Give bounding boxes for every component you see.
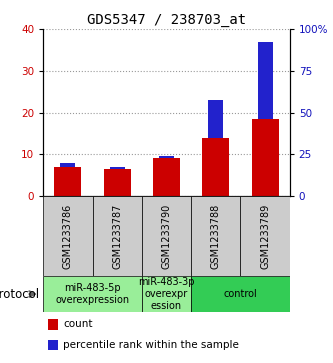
Bar bbox=[240, 196, 290, 276]
Text: control: control bbox=[223, 289, 257, 299]
Bar bbox=[104, 169, 131, 196]
Bar bbox=[93, 196, 142, 276]
Text: GSM1233787: GSM1233787 bbox=[112, 203, 122, 269]
Bar bbox=[48, 340, 58, 350]
Text: count: count bbox=[63, 319, 93, 329]
Bar bbox=[142, 196, 191, 276]
Bar bbox=[142, 276, 191, 312]
Text: GSM1233790: GSM1233790 bbox=[162, 203, 171, 269]
Text: miR-483-5p
overexpression: miR-483-5p overexpression bbox=[56, 283, 130, 305]
Text: GDS5347 / 238703_at: GDS5347 / 238703_at bbox=[87, 13, 246, 27]
Bar bbox=[191, 196, 240, 276]
Text: miR-483-3p
overexpr
ession: miR-483-3p overexpr ession bbox=[138, 277, 195, 311]
Bar bbox=[43, 196, 93, 276]
Bar bbox=[202, 138, 229, 196]
Bar bbox=[251, 119, 279, 196]
Bar bbox=[258, 41, 272, 119]
Bar bbox=[153, 158, 180, 196]
Text: GSM1233786: GSM1233786 bbox=[63, 203, 73, 269]
Bar bbox=[54, 167, 82, 196]
Bar bbox=[43, 276, 142, 312]
Bar bbox=[48, 319, 58, 330]
Bar bbox=[110, 167, 125, 169]
Text: protocol: protocol bbox=[0, 287, 40, 301]
Bar bbox=[61, 163, 75, 167]
Text: GSM1233788: GSM1233788 bbox=[211, 203, 221, 269]
Text: percentile rank within the sample: percentile rank within the sample bbox=[63, 340, 239, 350]
Bar bbox=[208, 100, 223, 138]
Bar bbox=[159, 156, 174, 158]
Bar bbox=[191, 276, 290, 312]
Text: GSM1233789: GSM1233789 bbox=[260, 203, 270, 269]
